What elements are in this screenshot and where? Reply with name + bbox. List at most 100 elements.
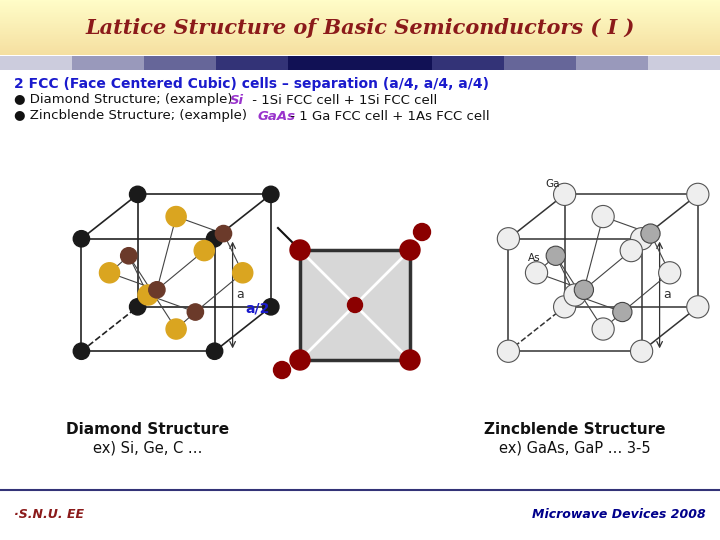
Circle shape — [498, 228, 520, 250]
Bar — [0, 49, 720, 50]
Circle shape — [121, 248, 137, 264]
Bar — [648, 56, 720, 70]
Text: ex) GaAs, GaP … 3-5: ex) GaAs, GaP … 3-5 — [499, 441, 651, 456]
Bar — [0, 29, 720, 30]
Text: ● Diamond Structure; (example): ● Diamond Structure; (example) — [14, 93, 237, 106]
Text: Lattice Structure of Basic Semiconductors ( I ): Lattice Structure of Basic Semiconductor… — [85, 18, 635, 38]
Bar — [0, 21, 720, 22]
Circle shape — [233, 263, 253, 283]
Text: ·S.N.U. EE: ·S.N.U. EE — [14, 509, 84, 522]
Circle shape — [613, 302, 632, 322]
Bar — [0, 6, 720, 7]
Circle shape — [348, 298, 362, 313]
Circle shape — [207, 231, 222, 247]
Bar — [0, 36, 720, 37]
Bar — [0, 37, 720, 38]
Bar — [0, 22, 720, 23]
Bar — [0, 31, 720, 32]
Circle shape — [546, 246, 565, 265]
Bar — [0, 17, 720, 18]
Bar — [0, 48, 720, 49]
Bar — [72, 56, 145, 70]
Circle shape — [207, 343, 222, 360]
Bar — [0, 14, 720, 15]
Text: a/2: a/2 — [246, 301, 270, 315]
Bar — [0, 10, 720, 11]
Bar — [288, 56, 361, 70]
Circle shape — [631, 340, 653, 362]
Circle shape — [149, 282, 165, 298]
Bar — [0, 13, 720, 14]
Text: As: As — [528, 253, 541, 263]
Bar — [432, 56, 505, 70]
Bar — [0, 26, 720, 27]
Bar — [0, 7, 720, 8]
Bar — [504, 56, 577, 70]
Bar — [0, 52, 720, 53]
Circle shape — [73, 343, 89, 360]
Bar — [0, 47, 720, 48]
Bar — [0, 54, 720, 55]
Bar — [0, 41, 720, 42]
Bar — [0, 12, 720, 13]
Circle shape — [290, 350, 310, 370]
Circle shape — [498, 340, 520, 362]
Circle shape — [687, 183, 709, 205]
Bar — [0, 39, 720, 40]
Circle shape — [290, 240, 310, 260]
Text: ● Zincblende Structure; (example): ● Zincblende Structure; (example) — [14, 110, 251, 123]
Bar — [0, 19, 720, 20]
Bar — [0, 18, 720, 19]
Circle shape — [166, 319, 186, 339]
Circle shape — [130, 186, 145, 202]
Bar — [0, 32, 720, 33]
Bar — [144, 56, 217, 70]
Bar — [0, 0, 720, 1]
Bar — [0, 27, 720, 28]
Bar — [0, 33, 720, 34]
Bar — [0, 11, 720, 12]
Circle shape — [130, 299, 145, 315]
Circle shape — [641, 224, 660, 243]
Text: Si: Si — [230, 93, 244, 106]
Circle shape — [631, 228, 653, 250]
Bar — [0, 16, 720, 17]
Bar — [216, 56, 289, 70]
Bar — [0, 24, 720, 25]
Bar — [0, 15, 720, 16]
Bar — [576, 56, 649, 70]
Circle shape — [263, 186, 279, 202]
Circle shape — [215, 225, 232, 242]
Text: a: a — [237, 288, 244, 301]
Circle shape — [659, 262, 681, 284]
Bar — [0, 4, 720, 5]
Circle shape — [592, 318, 614, 340]
Bar — [0, 38, 720, 39]
Bar — [0, 46, 720, 47]
Circle shape — [554, 296, 576, 318]
Circle shape — [620, 240, 642, 262]
Circle shape — [413, 224, 431, 240]
Circle shape — [166, 206, 186, 227]
Bar — [0, 44, 720, 45]
Circle shape — [263, 299, 279, 315]
Bar — [0, 2, 720, 3]
Text: Diamond Structure: Diamond Structure — [66, 422, 230, 437]
Bar — [0, 43, 720, 44]
Bar — [0, 51, 720, 52]
Circle shape — [187, 304, 204, 320]
Circle shape — [99, 263, 120, 283]
Bar — [0, 40, 720, 41]
Bar — [0, 1, 720, 2]
Circle shape — [592, 205, 614, 228]
Circle shape — [73, 231, 89, 247]
Circle shape — [526, 262, 548, 284]
Circle shape — [138, 285, 158, 305]
Circle shape — [687, 296, 709, 318]
Text: - 1 Ga FCC cell + 1As FCC cell: - 1 Ga FCC cell + 1As FCC cell — [286, 110, 490, 123]
Circle shape — [194, 240, 215, 261]
Bar — [0, 3, 720, 4]
Circle shape — [564, 284, 586, 306]
Text: Ga: Ga — [545, 179, 559, 190]
Bar — [0, 53, 720, 54]
